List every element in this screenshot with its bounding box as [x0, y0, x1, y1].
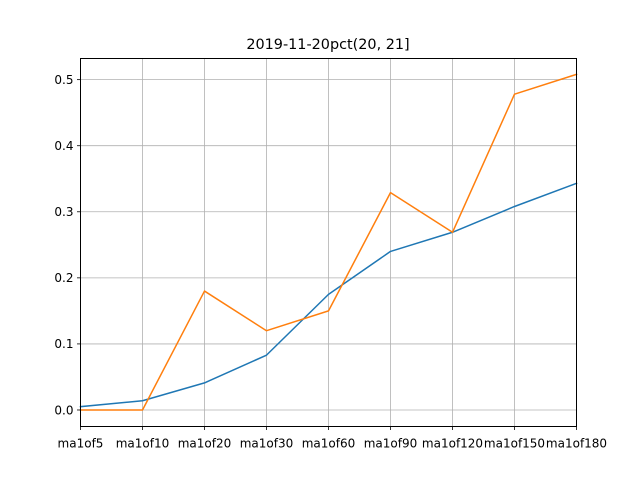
- grid: [80, 58, 577, 427]
- y-tick-label: 0.4: [54, 139, 73, 153]
- x-tick-label: ma1of20: [178, 437, 232, 451]
- series-line-1: [79, 182, 578, 408]
- x-axis: ma1of5 ma1of10 ma1of20 ma1of30 ma1of60 ma1of9…: [58, 426, 607, 451]
- x-tick-label: ma1of60: [302, 437, 356, 451]
- y-tick-label: 0.0: [54, 403, 73, 417]
- x-tick-label: ma1of180: [546, 437, 607, 451]
- x-tick-label: ma1of10: [116, 437, 170, 451]
- chart-title: 2019-11-20pct(20, 21]: [246, 37, 409, 53]
- x-tick-label: ma1of5: [58, 437, 104, 451]
- y-axis: 0.0 0.1 0.2 0.3 0.4 0.5: [54, 73, 81, 417]
- series-lines: [79, 73, 578, 411]
- y-tick-label: 0.2: [54, 271, 73, 285]
- x-tick-label: ma1of30: [240, 437, 294, 451]
- x-tick-label: ma1of120: [422, 437, 483, 451]
- y-tick-label: 0.5: [54, 73, 73, 87]
- series-line-2: [79, 73, 578, 411]
- y-tick-label: 0.1: [54, 337, 73, 351]
- y-tick-label: 0.3: [54, 205, 73, 219]
- x-tick-label: ma1of90: [364, 437, 418, 451]
- x-tick-label: ma1of150: [484, 437, 545, 451]
